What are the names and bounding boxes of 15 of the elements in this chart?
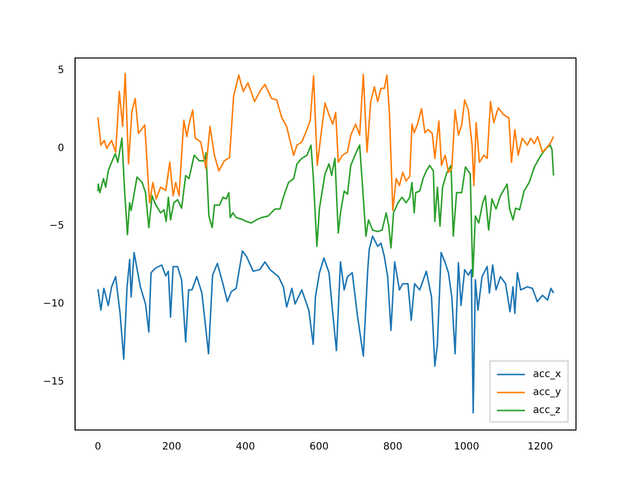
y-tick-label: −15 — [42, 376, 64, 388]
y-tick-label: 5 — [58, 65, 64, 76]
legend-label: acc_y — [532, 387, 562, 398]
legend-label: acc_z — [532, 405, 560, 416]
y-tick-label: 0 — [58, 142, 64, 154]
x-tick-label: 0 — [94, 442, 102, 453]
x-tick-label: 800 — [383, 442, 402, 453]
x-tick-label: 1000 — [454, 442, 480, 453]
x-tick-label: 1200 — [528, 442, 553, 453]
y-tick-label: −5 — [49, 220, 64, 232]
legend-label: acc_x — [532, 369, 562, 380]
x-tick-label: 400 — [236, 442, 255, 453]
y-tick-label: −10 — [42, 298, 64, 310]
x-tick-label: 600 — [310, 442, 329, 453]
x-tick-label: 200 — [162, 442, 182, 453]
